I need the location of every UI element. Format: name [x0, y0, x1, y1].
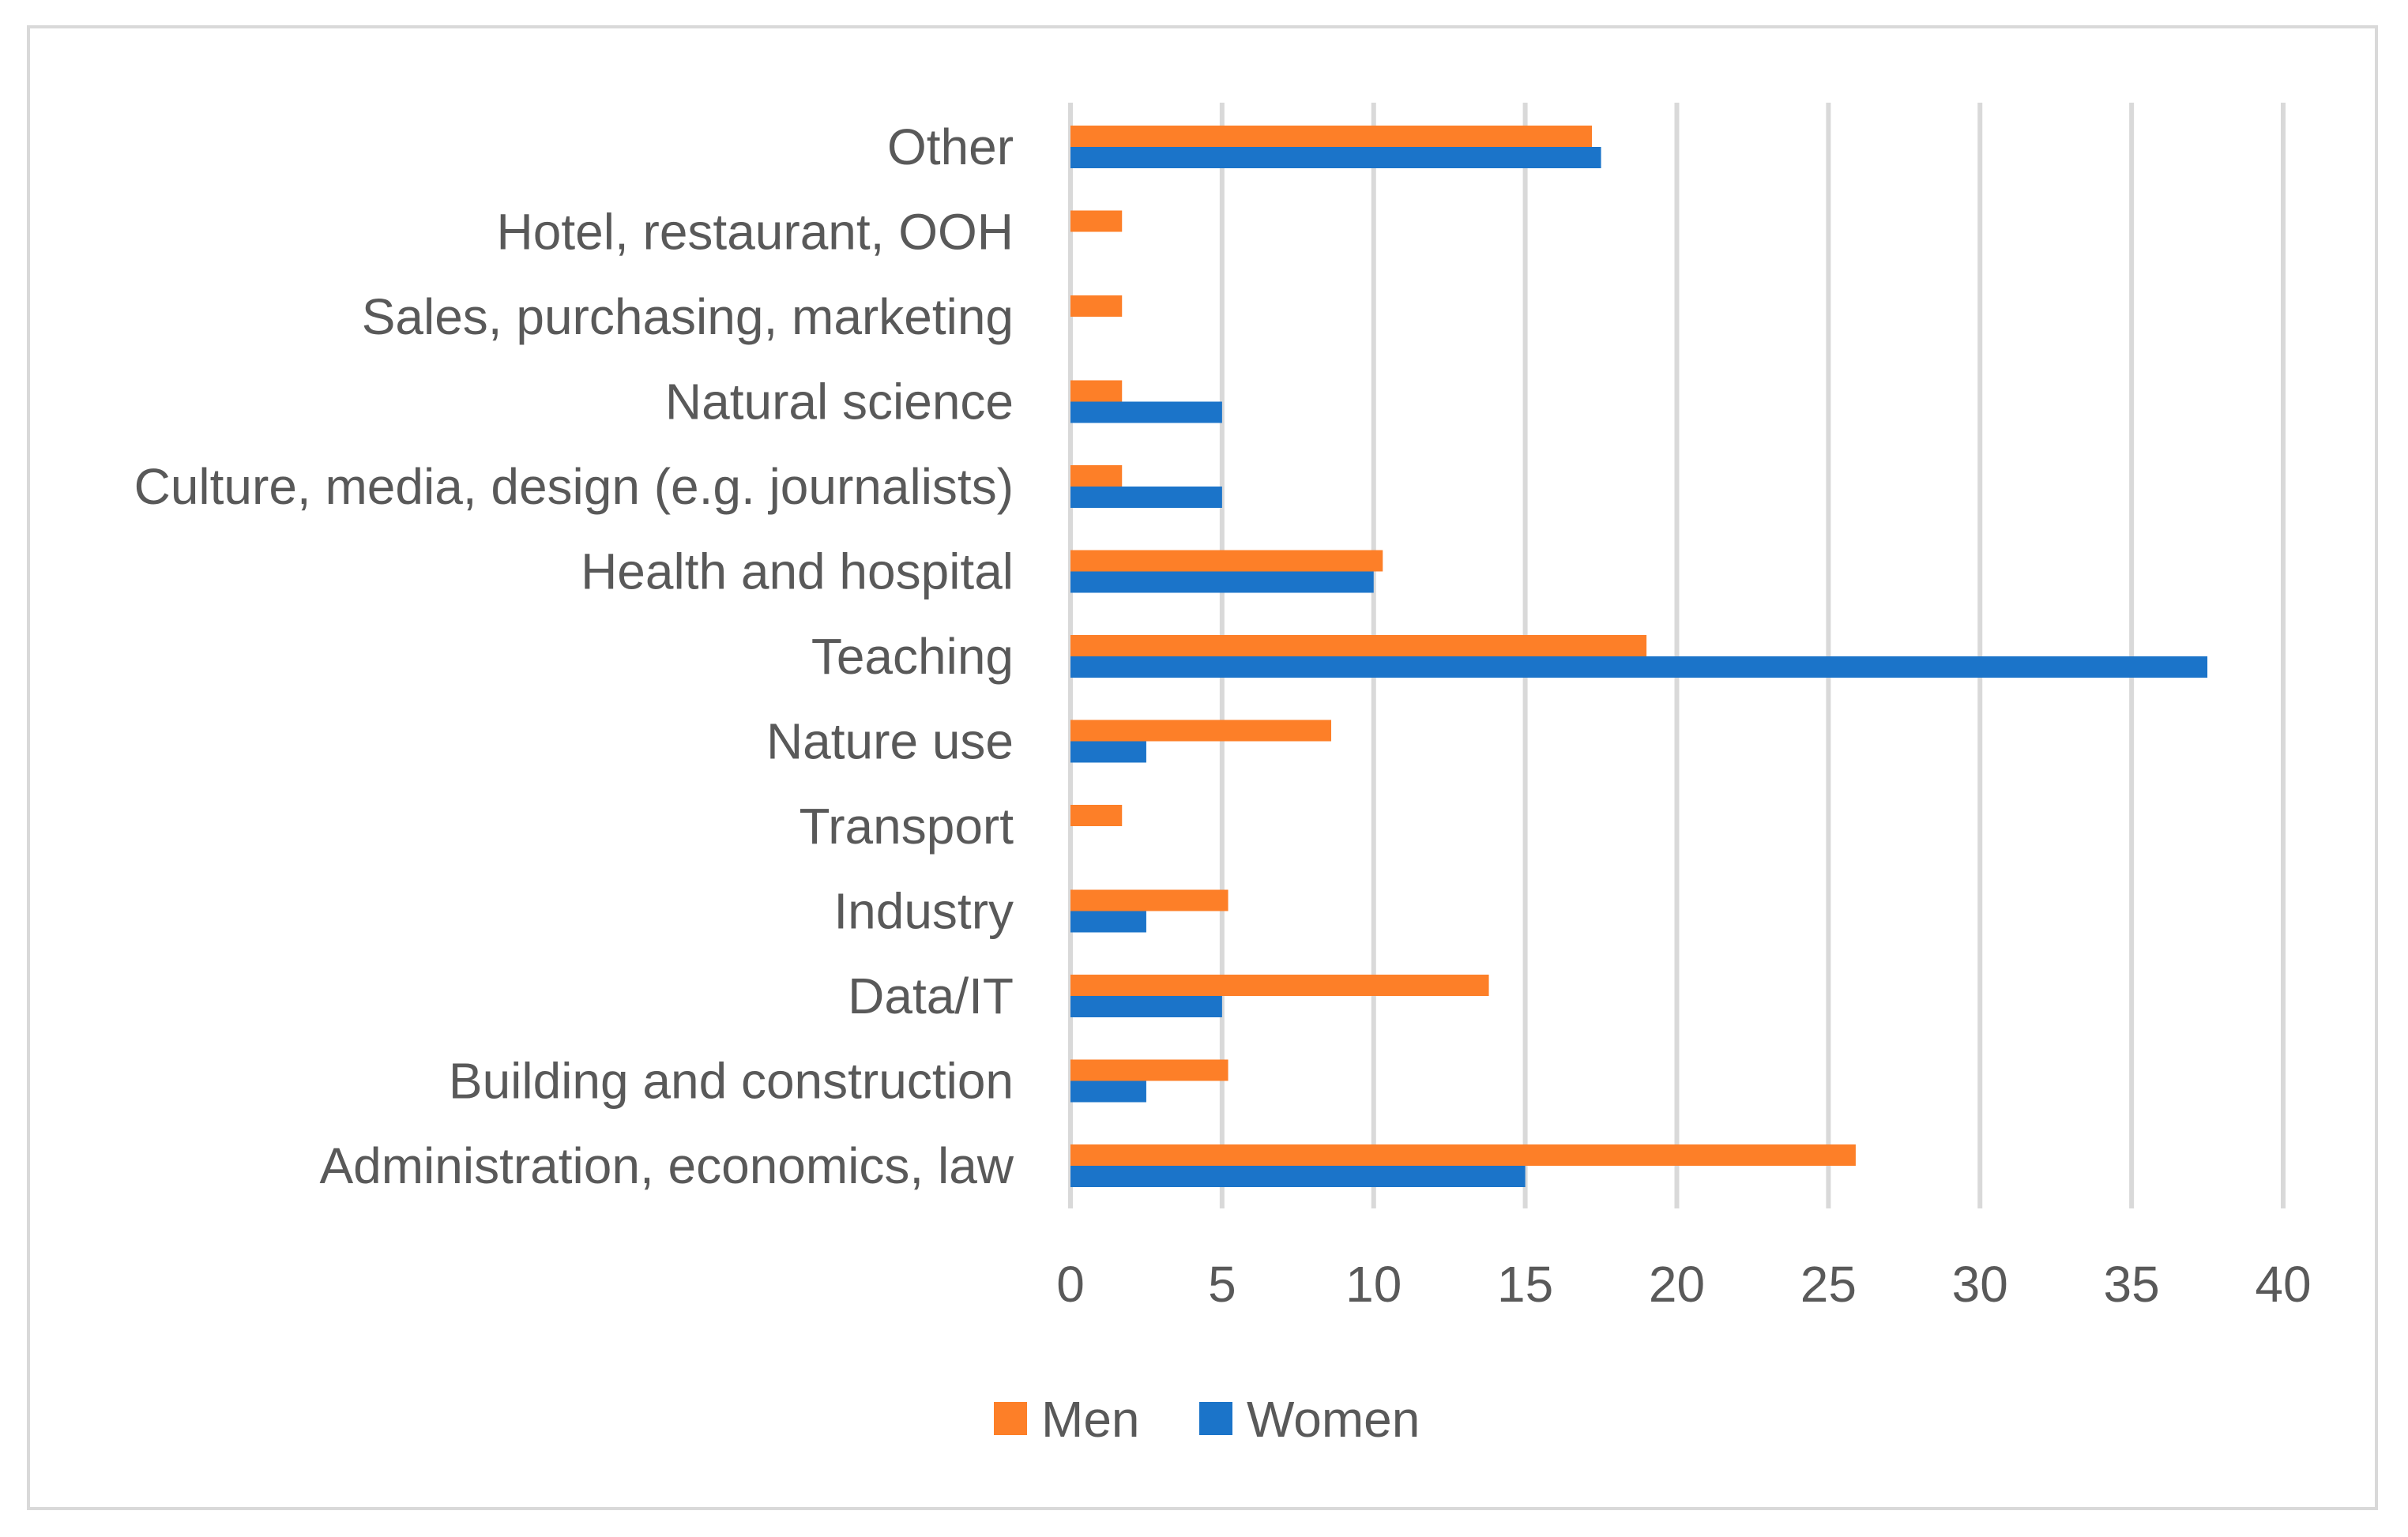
x-tick-label: 35	[2104, 1256, 2160, 1313]
bar-women-4	[1070, 487, 1222, 508]
x-tick-label: 40	[2255, 1256, 2311, 1313]
bar-men-5	[1070, 550, 1383, 572]
legend: Men Women	[994, 1391, 1420, 1448]
category-label: Culture, media, design (e.g. journalists…	[134, 458, 1014, 515]
category-label: Sales, purchasing, marketing	[362, 288, 1014, 345]
x-tick-label: 5	[1208, 1256, 1236, 1313]
bar-men-1	[1070, 210, 1123, 232]
x-axis-tick-labels: 0 5 10 15 20 25 30 35 40	[1056, 1256, 2311, 1313]
bar-men-2	[1070, 295, 1123, 317]
legend-swatch-men	[994, 1402, 1027, 1435]
legend-swatch-women	[1199, 1402, 1232, 1435]
category-label: Health and hospital	[581, 543, 1014, 600]
bar-men-9	[1070, 889, 1228, 911]
x-tick-label: 30	[1952, 1256, 2008, 1313]
legend-label-women: Women	[1247, 1391, 1420, 1448]
category-label: Other	[887, 118, 1014, 175]
bar-men-3	[1070, 380, 1123, 402]
category-label: Administration, economics, law	[319, 1137, 1014, 1194]
bar-men-7	[1070, 720, 1332, 742]
bar-men-12	[1070, 1144, 1856, 1166]
bar-women-6	[1070, 656, 2208, 678]
x-tick-label: 0	[1056, 1256, 1085, 1313]
gridlines	[1068, 103, 2286, 1208]
x-tick-label: 10	[1345, 1256, 1402, 1313]
x-tick-label: 25	[1800, 1256, 1857, 1313]
bar-men-0	[1070, 126, 1593, 147]
bars	[1070, 126, 2208, 1187]
x-tick-label: 20	[1649, 1256, 1705, 1313]
bar-women-3	[1070, 401, 1222, 423]
bar-women-10	[1070, 996, 1222, 1017]
category-label: Transport	[800, 798, 1014, 855]
category-label: Teaching	[811, 628, 1014, 685]
bar-men-10	[1070, 975, 1489, 996]
chart-frame	[27, 25, 2378, 1510]
x-tick-label: 15	[1497, 1256, 1553, 1313]
bar-women-0	[1070, 147, 1601, 168]
bar-men-4	[1070, 465, 1123, 487]
bar-women-7	[1070, 741, 1146, 763]
bar-women-11	[1070, 1080, 1146, 1103]
category-label: Industry	[833, 883, 1014, 940]
legend-label-men: Men	[1041, 1391, 1140, 1448]
bar-women-5	[1070, 571, 1374, 593]
category-labels: Other Hotel, restaurant, OOH Sales, purcha…	[134, 118, 1014, 1194]
category-label: Natural science	[665, 374, 1014, 430]
bar-women-9	[1070, 911, 1146, 933]
bar-women-12	[1070, 1166, 1526, 1187]
bar-men-8	[1070, 805, 1123, 826]
category-label: Data/IT	[848, 968, 1014, 1024]
bar-men-6	[1070, 635, 1647, 656]
category-label: Hotel, restaurant, OOH	[497, 204, 1014, 261]
bar-men-11	[1070, 1059, 1228, 1081]
category-label: Nature use	[766, 713, 1014, 770]
category-label: Building and construction	[449, 1053, 1014, 1110]
